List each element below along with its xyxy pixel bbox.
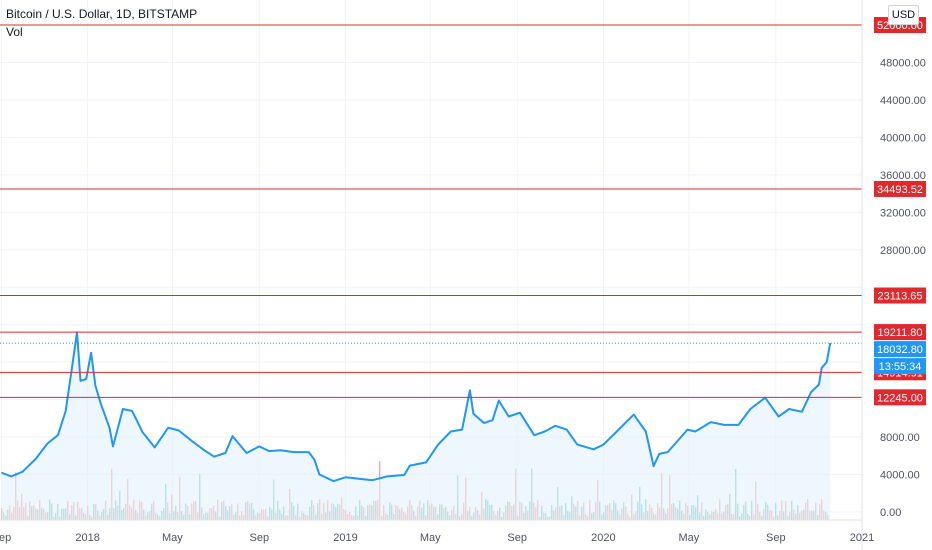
- price-series: [0, 331, 862, 520]
- price-axis-tick-label: 28000.00: [880, 245, 926, 257]
- time-axis-tick-label: May: [420, 532, 441, 544]
- level-price-tag: 34493.52: [877, 184, 923, 196]
- horizontal-levels[interactable]: [0, 24, 862, 398]
- time-axis-tick-label: Sep: [766, 532, 786, 544]
- price-area: [1, 332, 831, 520]
- price-axis-tick-label: 32000.00: [880, 207, 926, 219]
- price-axis-tick-label: 44000.00: [880, 95, 926, 107]
- time-axis-tick-label: 2019: [333, 532, 357, 544]
- price-axis-tick-label: 0.00: [880, 507, 901, 519]
- time-axis-tick-label: Sep: [0, 532, 11, 544]
- chart-legend-title: Bitcoin / U.S. Dollar, 1D, BITSTAMP: [6, 7, 198, 21]
- time-axis-tick-label: May: [162, 532, 183, 544]
- time-axis-tick-label: Sep: [250, 532, 270, 544]
- level-price-tag: 23113.65: [877, 291, 922, 303]
- last-price-tag-bg: [874, 341, 926, 358]
- time-axis-tick-label: May: [679, 532, 700, 544]
- price-axis-tick-label: 36000.00: [880, 170, 926, 182]
- level-price-tag: 19211.80: [877, 327, 922, 339]
- price-axis-tick-label: 40000.00: [880, 132, 926, 144]
- time-axis[interactable]: Sep 2018 May Sep 2019 May Sep 2020 May Sep 2021: [0, 519, 874, 544]
- countdown-tag: 13:55:34: [879, 361, 922, 373]
- level-price-tag-bg: [874, 287, 926, 304]
- price-line: [1, 331, 832, 483]
- time-axis-tick-label: 2018: [75, 532, 99, 544]
- price-axis-tick-label: 4000.00: [880, 470, 920, 482]
- price-axis[interactable]: 0.00 4000.00 8000.00 28000.00 32000.00 36000.…: [861, 0, 926, 550]
- currency-button[interactable]: USD: [888, 5, 919, 25]
- time-axis-tick-label: 2020: [591, 532, 615, 544]
- time-axis-tick-label: 2021: [850, 532, 874, 544]
- time-axis-tick-label: Sep: [507, 532, 527, 544]
- last-price-tag: 18032.80: [877, 344, 923, 356]
- level-price-tag-bg: [874, 180, 926, 197]
- level-price-tag: 12245.00: [877, 392, 923, 404]
- price-axis-tick-label: 8000.00: [880, 432, 920, 444]
- countdown-tag-bg: [874, 358, 926, 375]
- volume-legend-label: Vol: [6, 25, 23, 39]
- price-axis-tags: 52000.0034493.5223113.6519211.8014914.91…: [874, 17, 926, 406]
- level-price-tag-bg: [874, 324, 926, 341]
- level-price-tag-bg: [874, 389, 926, 406]
- price-axis-tick-label: 48000.00: [880, 57, 926, 69]
